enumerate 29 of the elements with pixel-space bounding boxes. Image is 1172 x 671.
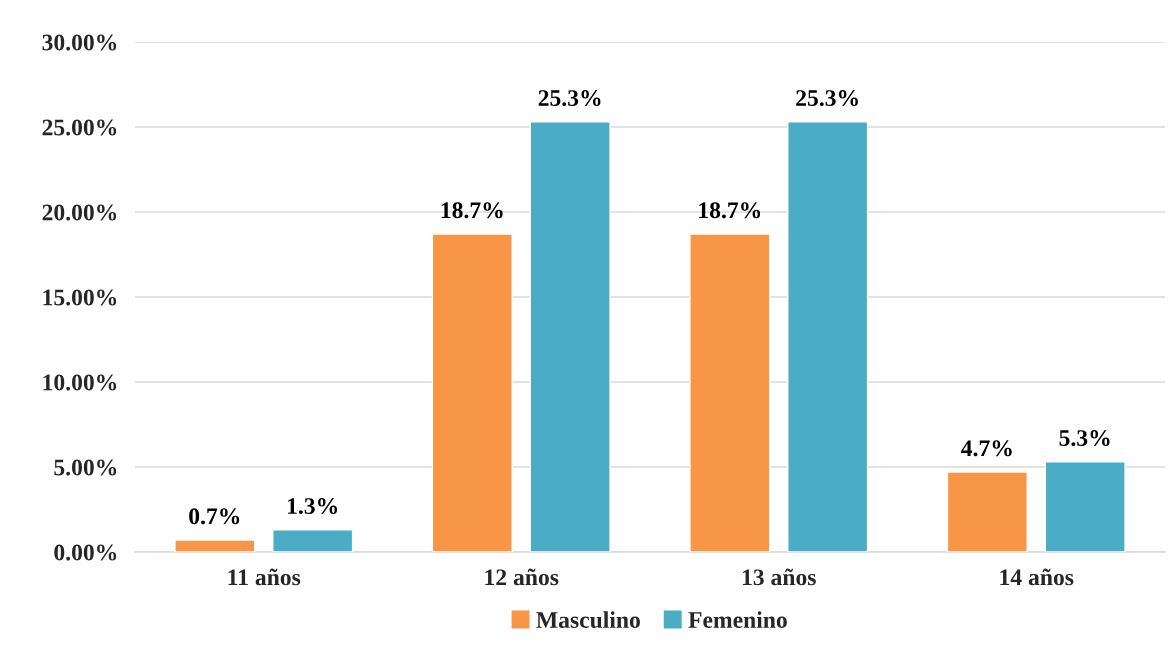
bar [1044, 461, 1126, 552]
y-tick-label: 0.00% [54, 544, 117, 561]
bar [272, 529, 354, 552]
y-tick-label: 15.00% [43, 289, 117, 306]
legend-label: Masculino [536, 611, 640, 629]
x-tick-label: 11 años [228, 568, 301, 586]
x-tick-label: 14 años [1000, 568, 1074, 586]
legend-label: Femenino [688, 611, 787, 628]
data-label: 25.3% [538, 90, 601, 107]
bar [431, 233, 513, 552]
bar [529, 121, 611, 552]
x-tick-label: 12 años [485, 568, 559, 586]
y-tick-label: 20.00% [42, 204, 117, 221]
data-label: 0.7% [189, 508, 240, 525]
y-tick-label: 10.00% [43, 374, 117, 391]
bar [946, 471, 1028, 552]
y-tick-label: 30.00% [42, 34, 117, 51]
y-tick-label: 25.00% [42, 119, 117, 136]
y-tick-label: 5.00% [54, 459, 117, 476]
bar [174, 539, 256, 552]
data-label: 5.3% [1059, 430, 1110, 447]
data-label: 4.7% [961, 440, 1012, 457]
x-tick-label: 13 años [742, 568, 816, 586]
data-label: 18.7% [699, 202, 761, 219]
data-label: 18.7% [441, 202, 503, 219]
bar [689, 233, 771, 552]
data-label: 25.3% [796, 90, 858, 107]
bar [787, 121, 869, 552]
data-label: 1.3% [288, 498, 338, 515]
